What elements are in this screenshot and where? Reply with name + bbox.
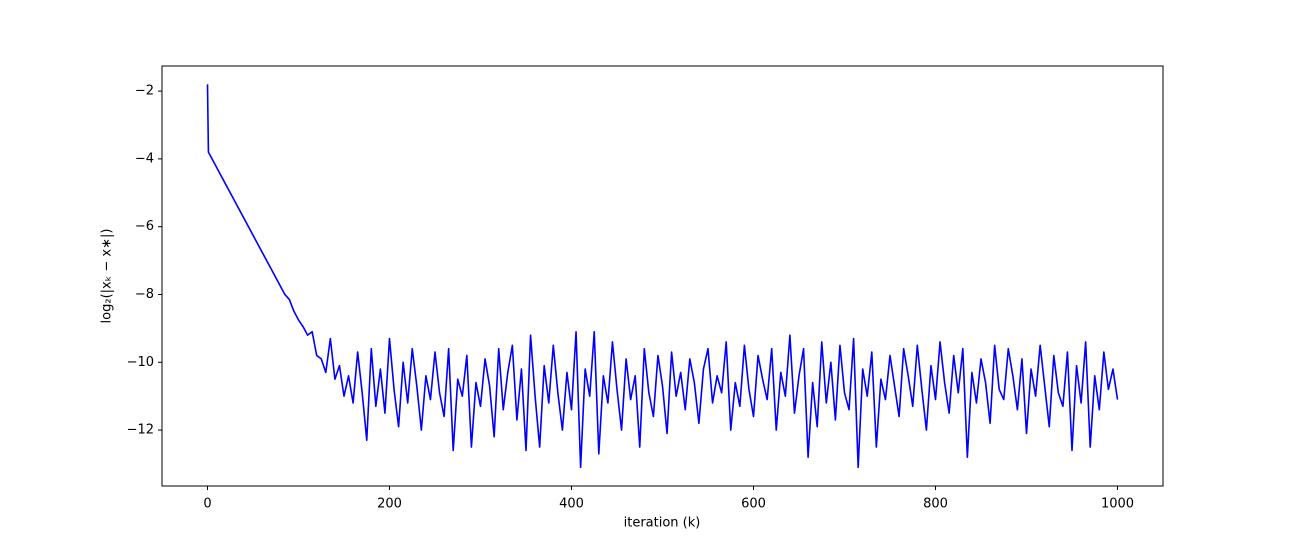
y-tick-label: −6: [135, 219, 154, 234]
y-tick-label: −4: [135, 151, 154, 166]
x-tick-label: 400: [559, 497, 584, 512]
plot-frame: [161, 65, 1164, 487]
y-tick-label: −8: [135, 287, 154, 302]
x-axis-label: iteration (k): [624, 516, 701, 531]
y-tick-label: −2: [135, 84, 154, 99]
x-tick-label: 1000: [1101, 497, 1134, 512]
x-tick-label: 200: [377, 497, 402, 512]
data-line: [206, 84, 1119, 469]
y-tick-label: −10: [127, 355, 154, 370]
x-tick-label: 800: [923, 497, 948, 512]
x-tick-label: 600: [741, 497, 766, 512]
y-tick-label: −12: [127, 423, 154, 438]
y-axis-label: log₂(|xₖ − x∗|): [100, 229, 115, 324]
x-tick-label: 0: [203, 497, 211, 512]
